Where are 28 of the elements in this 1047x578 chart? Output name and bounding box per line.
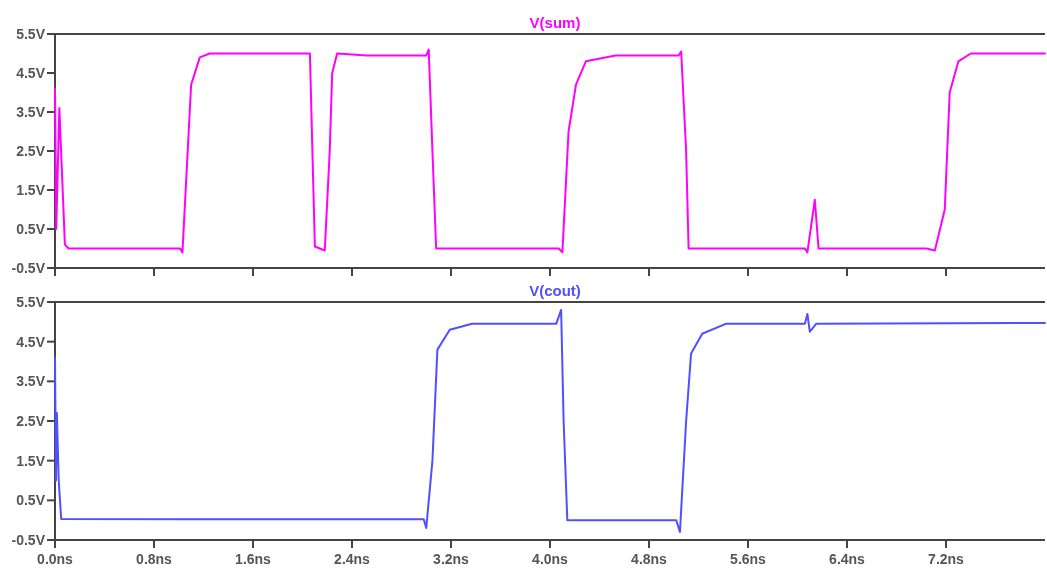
y-tick-label: 5.5V	[16, 25, 46, 42]
series-label: V(cout)	[529, 282, 581, 299]
y-tick-label: 2.5V	[16, 412, 46, 429]
y-tick-label: 4.5V	[16, 333, 46, 350]
line-series	[54, 308, 1046, 534]
y-tick-label: -0.5V	[11, 259, 46, 276]
y-tick-label: 2.5V	[16, 142, 46, 159]
y-tick-label: 0.5V	[16, 492, 46, 509]
x-tick-label: 7.2ns	[928, 551, 965, 567]
y-tick-label: 1.5V	[16, 181, 46, 198]
x-tick-label: 3.2ns	[433, 551, 470, 567]
text: V(sum)	[529, 14, 581, 31]
x-tick-label: 5.6ns	[730, 551, 767, 567]
x-tick-label: 6.4ns	[829, 551, 866, 567]
y-tick-label: 5.5V	[16, 293, 46, 310]
y-tick-label: 3.5V	[16, 373, 46, 390]
x-tick-label: 4.8ns	[631, 551, 668, 567]
y-tick-label: -0.5V	[11, 531, 46, 548]
y-tick-label: 3.5V	[16, 103, 46, 120]
x-tick-label: 2.4ns	[334, 551, 371, 567]
y-tick-label: 4.5V	[16, 64, 46, 81]
y-tick-label: 1.5V	[16, 452, 46, 469]
line-series	[54, 48, 1046, 254]
x-tick-label: 4.0ns	[532, 551, 569, 567]
x-tick-label: 1.6ns	[235, 551, 272, 567]
x-tick-label: 0.8ns	[136, 551, 173, 567]
y-tick-label: 0.5V	[16, 220, 46, 237]
x-tick-label: 0.0ns	[37, 551, 74, 567]
